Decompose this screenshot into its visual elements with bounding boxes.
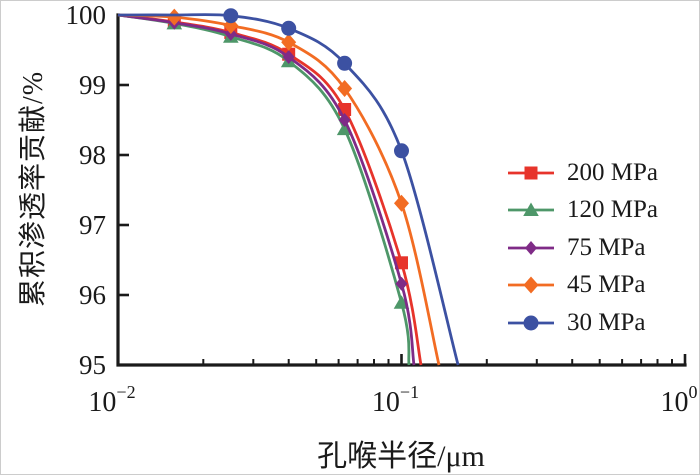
series-marker-75-mpa — [338, 113, 351, 127]
x-tick-label: 10−2 — [88, 382, 135, 418]
legend-label-30-mpa: 30 MPa — [567, 308, 646, 336]
y-tick-label: 97 — [79, 210, 106, 240]
series-marker-30-mpa — [223, 8, 239, 24]
series-line-30-mpa — [117, 13, 460, 366]
legend-marker-120-mpa — [523, 202, 539, 217]
series-marker-45-mpa — [166, 8, 182, 26]
legend-marker-75-mpa — [525, 240, 537, 255]
series-line-200-mpa — [117, 13, 423, 366]
legend-marker-200-mpa — [524, 166, 538, 180]
legend-marker-45-mpa — [523, 276, 539, 294]
series-line-45-mpa — [117, 13, 441, 366]
legend-item-200-mpa: 200 MPa — [507, 154, 658, 192]
series-line-120-mpa — [117, 13, 411, 366]
x-axis-label: 孔喉半径/μm — [317, 440, 485, 473]
series-line-75-mpa — [117, 13, 416, 366]
axes-spines — [116, 13, 687, 367]
legend-sample-120-mpa — [508, 202, 554, 217]
series-marker-45-mpa — [337, 80, 353, 97]
series-marker-30-mpa — [394, 143, 409, 159]
y-tick-label: 100 — [66, 1, 107, 30]
legend-label-120-mpa: 120 MPa — [567, 196, 658, 224]
legend-marker-30-mpa — [523, 315, 539, 331]
series-marker-30-mpa — [337, 55, 353, 71]
series-marker-200-mpa — [395, 256, 408, 270]
legend-sample-75-mpa — [508, 240, 554, 255]
series-marker-75-mpa — [395, 276, 408, 291]
legend-item-75-mpa: 75 MPa — [507, 229, 658, 267]
x-tick-label: 100 — [661, 382, 698, 418]
y-axis-label: 累积渗透率贡献/% — [18, 70, 49, 308]
series-marker-120-mpa — [336, 121, 353, 136]
x-tick-label: 10−1 — [372, 382, 419, 418]
series-marker-75-mpa — [282, 50, 295, 64]
legend-sample-45-mpa — [508, 276, 554, 294]
series-marker-45-mpa — [394, 194, 409, 212]
legend-sample-30-mpa — [508, 315, 554, 331]
legend-label-200-mpa: 200 MPa — [567, 158, 658, 186]
legend-label-45-mpa: 45 MPa — [567, 271, 646, 299]
series-marker-30-mpa — [281, 20, 297, 36]
y-tick-label: 99 — [79, 70, 106, 100]
y-tick-label: 95 — [79, 350, 106, 380]
legend-sample-200-mpa — [508, 166, 554, 180]
legend-item-30-mpa: 30 MPa — [507, 304, 658, 342]
legend: 200 MPa 120 MPa 75 MPa 45 MPa 30 MPa — [507, 154, 658, 342]
legend-label-75-mpa: 75 MPa — [567, 233, 646, 261]
series-marker-45-mpa — [281, 33, 297, 51]
legend-item-45-mpa: 45 MPa — [507, 267, 658, 305]
y-tick-label: 98 — [79, 140, 106, 170]
y-tick-label: 96 — [79, 280, 106, 310]
legend-item-120-mpa: 120 MPa — [507, 192, 658, 230]
